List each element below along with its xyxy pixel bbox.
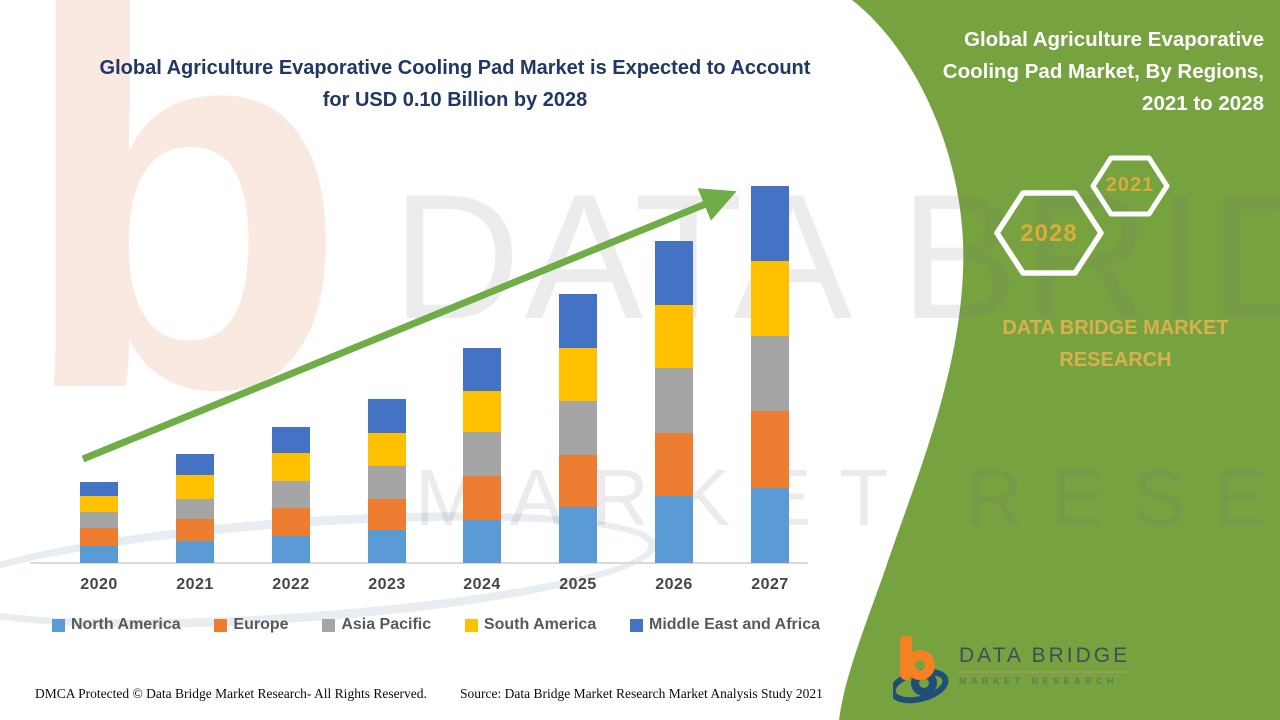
bar-segment [176,519,214,542]
hexagon-year-2028: 2028 [1020,220,1078,247]
bar-segment [751,411,789,488]
legend-label: South America [483,616,597,633]
bar-2027 [751,186,789,563]
bar-segment [559,347,597,401]
hexagon-2021 [1090,155,1170,217]
brand-name-text: DATA BRIDGE MARKET RESEARCH [1002,317,1229,371]
bar-segment [463,347,501,391]
x-axis-label-2026: 2026 [655,576,693,593]
bar-segment [463,520,501,563]
logo-tagline: MARKET RESEARCH [959,676,1119,686]
hexagon-2028 [994,190,1104,276]
bar-2024 [463,347,501,563]
bar-segment [368,465,406,499]
bar-segment [463,431,501,476]
x-axis-label-2024: 2024 [463,576,501,593]
bar-segment [176,541,214,563]
bar-segment [368,529,406,563]
bar-segment [559,506,597,563]
bar-2025 [559,293,597,563]
legend-swatch [52,618,65,632]
bar-segment [176,499,214,520]
bar-segment [751,488,789,563]
bar-2022 [272,427,310,563]
legend-item: Middle East and Africa [630,616,820,634]
legend-label: Europe [233,616,289,633]
bar-segment [751,261,789,337]
bar-segment [368,399,406,433]
bar-segment [463,475,501,520]
legend-swatch [630,618,643,632]
bar-segment [463,390,501,432]
bar-segment [80,546,118,563]
bar-segment [272,427,310,454]
bar-2020 [80,482,118,563]
bar-segment [80,482,118,497]
x-axis-label-2022: 2022 [272,576,310,593]
bar-segment [272,480,310,509]
legend-label: North America [71,616,181,633]
bar-segment [80,527,118,546]
footer-dmca-notice: DMCA Protected © Data Bridge Market Rese… [35,686,427,701]
footer-source-note: Source: Data Bridge Market Research Mark… [460,686,823,701]
bar-segment [559,293,597,348]
legend-item: Asia Pacific [322,616,431,634]
bar-segment [272,535,310,563]
legend-swatch [214,618,228,632]
chart-legend: North America Europe Asia Pacific South Ame… [52,616,820,634]
bar-segment [559,454,597,507]
bar-segment [368,498,406,530]
bar-segment [272,453,310,481]
x-axis-label-2025: 2025 [559,576,597,593]
legend-label: Middle East and Africa [649,616,820,633]
chart-title: Global Agriculture Evaporative Cooling P… [99,57,811,111]
legend-swatch [322,618,336,632]
bar-segment [655,305,693,369]
bar-segment [559,400,597,455]
x-axis-label-2020: 2020 [80,576,118,593]
side-panel-title: Global Agriculture Evaporative Cooling P… [942,28,1264,115]
bar-segment [80,496,118,513]
bar-2023 [368,399,406,563]
data-bridge-logo: DATA BRIDGE MARKET RESEARCH [889,634,1143,708]
bar-segment [655,432,693,496]
bar-segment [655,495,693,563]
bar-segment [368,432,406,466]
legend-item: North America [52,616,181,634]
bar-segment [176,454,214,476]
data-bridge-logo-icon [889,634,955,704]
x-axis-line [30,562,808,564]
bar-segment [176,475,214,500]
hexagon-year-2021: 2021 [1105,174,1155,196]
bar-2026 [655,241,693,563]
legend-item: Europe [214,616,289,634]
hexagon-badges [994,155,1170,276]
logo-wordmark: DATA BRIDGE [959,644,1131,673]
watermark-text-line2: MARKET RESEARCH [415,453,1280,542]
bar-segment [80,512,118,528]
bar-segment [655,368,693,433]
legend-label: Asia Pacific [341,616,432,633]
x-axis-label-2027: 2027 [751,576,789,593]
bar-segment [751,336,789,412]
bar-segment [272,508,310,536]
bar-segment [655,241,693,306]
x-axis-label-2021: 2021 [176,576,214,593]
x-axis-label-2023: 2023 [368,576,406,593]
bar-2021 [176,454,214,563]
legend-swatch [464,618,478,632]
bar-segment [751,186,789,262]
legend-item: South America [464,616,597,634]
